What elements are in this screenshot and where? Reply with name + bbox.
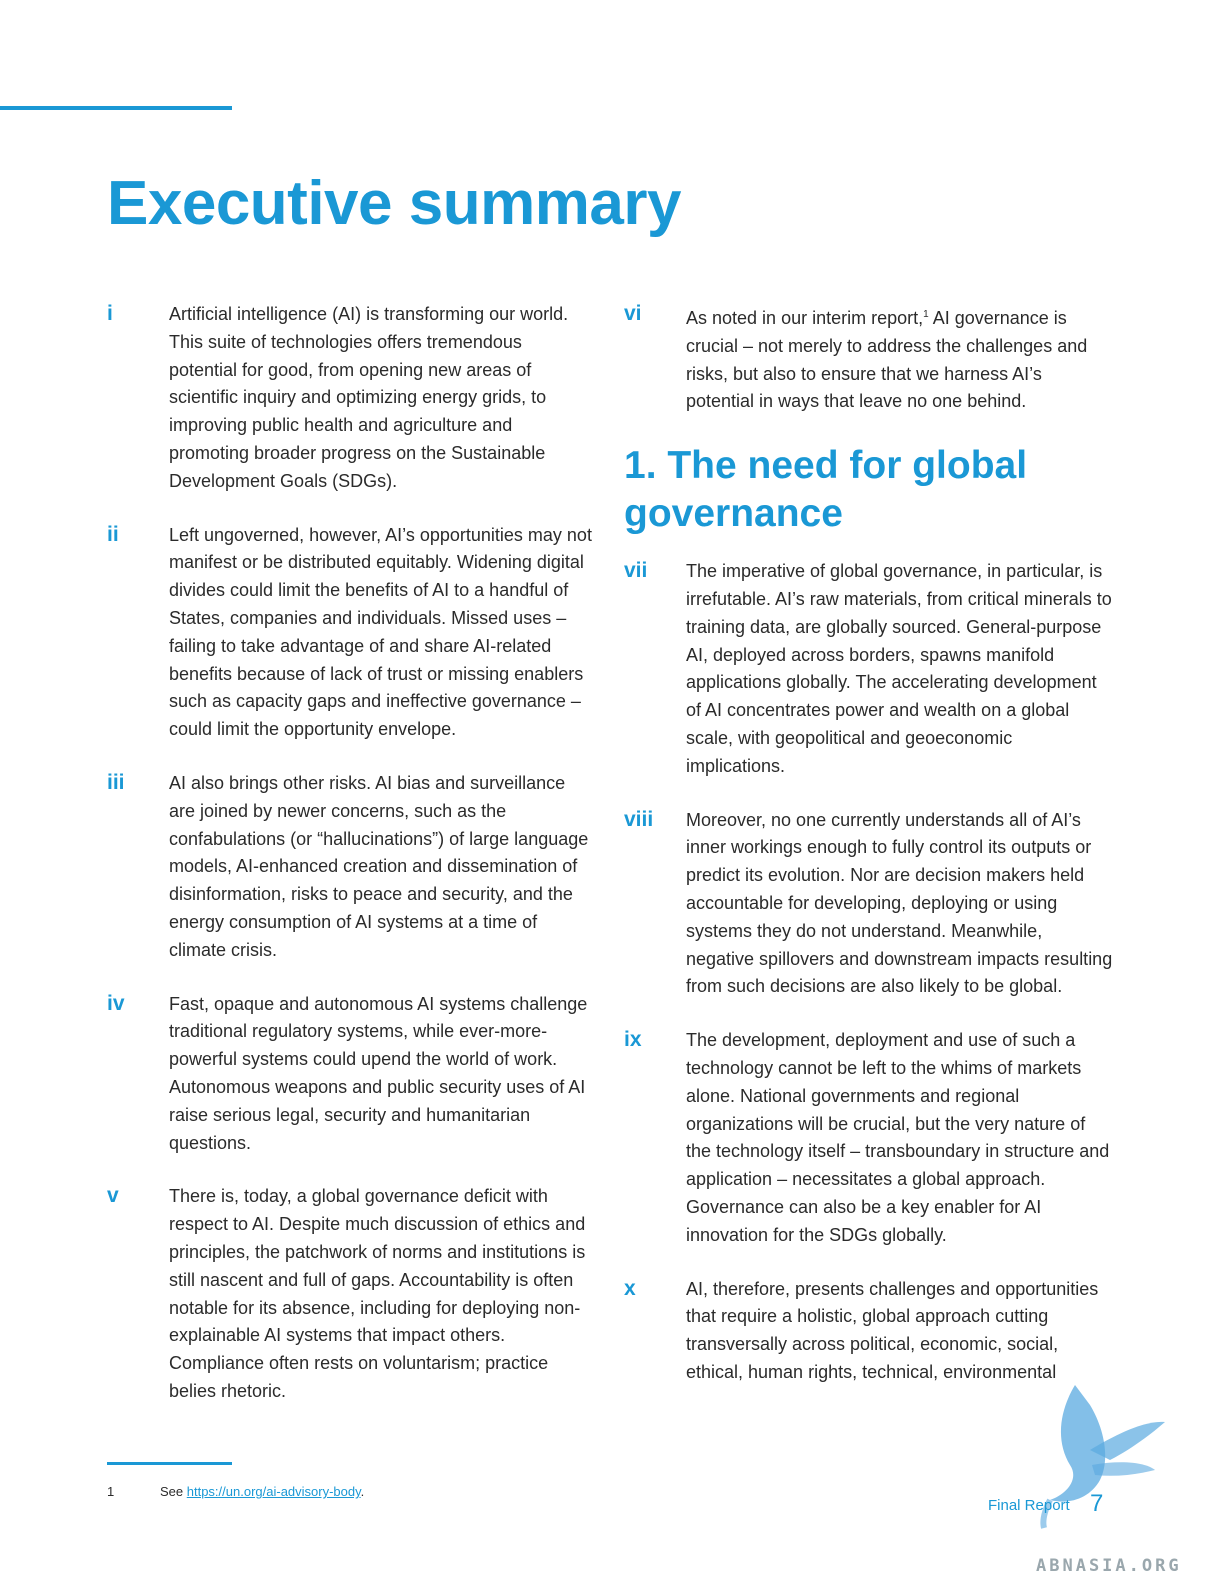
paragraph-text-part: As noted in our interim report,	[686, 308, 924, 328]
watermark-text: ABNASIA.ORG	[1036, 1556, 1182, 1576]
footnote-rule	[107, 1462, 232, 1465]
paragraph-number: vii	[624, 559, 648, 583]
paragraph-number: iii	[107, 770, 125, 794]
paragraph-text: There is, today, a global governance def…	[169, 1186, 586, 1401]
page-number: 7	[1090, 1490, 1104, 1517]
paragraph-text: AI also brings other risks. AI bias and …	[169, 772, 589, 960]
paragraph-iv: iv Fast, opaque and autonomous AI system…	[107, 991, 592, 1158]
paragraph-number: ix	[624, 1028, 642, 1052]
paragraph-number: i	[107, 302, 113, 325]
paragraph-text: Fast, opaque and autonomous AI systems c…	[169, 993, 588, 1153]
report-label: Final Report	[988, 1497, 1070, 1514]
footnote-suffix: .	[360, 1484, 365, 1499]
paragraph-text-part: AI governance is crucial – not merely to…	[686, 308, 1088, 412]
paragraph-text: As noted in our interim report,1 AI gove…	[686, 301, 1114, 416]
footnote-reference[interactable]: 1	[923, 309, 929, 320]
paragraph-text: The development, deployment and use of s…	[686, 1030, 1110, 1245]
paragraph-number: x	[624, 1276, 636, 1300]
footnote: 1 See https://un.org/ai-advisory-body.	[107, 1484, 364, 1499]
paragraph-text: AI, therefore, presents challenges and o…	[686, 1278, 1099, 1382]
paragraph-viii: viii Moreover, no one currently understa…	[624, 807, 1114, 1002]
paragraph-text: Left ungoverned, however, AI’s opportuni…	[169, 524, 592, 740]
footnote-number: 1	[107, 1484, 115, 1499]
paragraph-text: The imperative of global governance, in …	[686, 561, 1112, 776]
paragraph-text: Artificial intelligence (AI) is transfor…	[169, 304, 569, 491]
paragraph-number: vi	[624, 302, 642, 325]
left-column: i Artificial intelligence (AI) is transf…	[107, 301, 592, 1432]
footnote-link[interactable]: https://un.org/ai-advisory-body	[186, 1484, 361, 1499]
paragraph-vii: vii The imperative of global governance,…	[624, 558, 1114, 780]
footnote-prefix: See	[160, 1484, 187, 1499]
paragraph-ix: ix The development, deployment and use o…	[624, 1027, 1114, 1249]
section-heading: 1. The need for global governance	[624, 444, 1028, 536]
bird-logo-icon	[1040, 1385, 1165, 1529]
page-title: Executive summary	[107, 169, 681, 238]
paragraph-number: iv	[107, 991, 125, 1015]
paragraph-v: v There is, today, a global governance d…	[107, 1183, 592, 1405]
paragraph-ii: ii Left ungoverned, however, AI’s opport…	[107, 522, 592, 744]
paragraph-number: v	[107, 1184, 119, 1208]
paragraph-x: x AI, therefore, presents challenges and…	[624, 1276, 1114, 1387]
paragraph-i: i Artificial intelligence (AI) is transf…	[107, 301, 592, 496]
paragraph-number: ii	[107, 522, 119, 546]
right-column: vi As noted in our interim report,1 AI g…	[624, 301, 1114, 1413]
paragraph-text: Moreover, no one currently understands a…	[686, 809, 1113, 997]
paragraph-iii: iii AI also brings other risks. AI bias …	[107, 770, 592, 965]
paragraph-number: viii	[624, 807, 654, 831]
paragraph-vi: vi As noted in our interim report,1 AI g…	[624, 301, 1114, 416]
top-accent-rule	[0, 106, 232, 110]
